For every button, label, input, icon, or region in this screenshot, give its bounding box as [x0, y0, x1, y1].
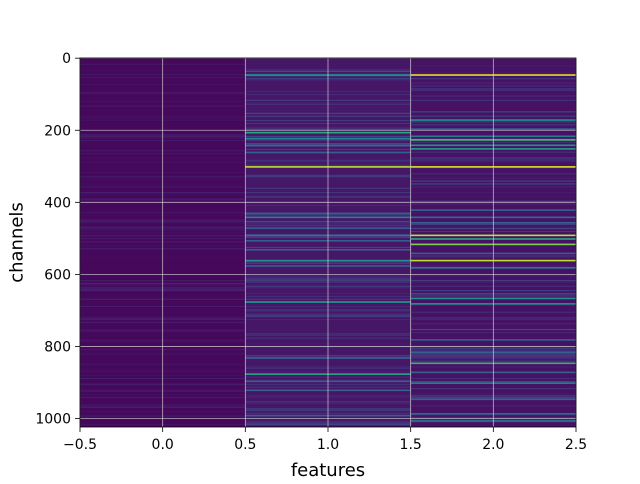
x-tick-label: 2.0 — [482, 437, 504, 453]
x-tick-label: 1.0 — [317, 437, 339, 453]
y-axis-label: channels — [6, 202, 27, 283]
y-axis: 0 200 400 600 800 1000 — [35, 51, 80, 428]
x-tick-label: 0.0 — [152, 437, 174, 453]
y-tick-label: 400 — [44, 195, 71, 211]
y-tick-label: 600 — [44, 267, 71, 283]
y-tick-label: 200 — [44, 123, 71, 139]
x-tick-label: 1.5 — [400, 437, 422, 453]
x-axis: −0.5 0.0 0.5 1.0 1.5 2.0 2.5 — [63, 427, 587, 453]
y-tick-label: 0 — [62, 51, 71, 67]
y-tick-label: 800 — [44, 339, 71, 355]
x-axis-label: features — [291, 460, 365, 480]
x-tick-label: −0.5 — [63, 437, 97, 453]
y-tick-label: 1000 — [35, 412, 71, 428]
x-tick-label: 2.5 — [565, 437, 587, 453]
x-tick-label: 0.5 — [234, 437, 256, 453]
